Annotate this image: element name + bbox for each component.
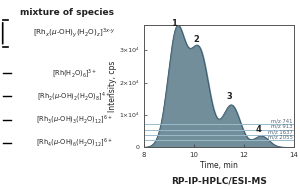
Text: $[\mathrm{Rh_3}(\mu\text{-OH})_3(\mathrm{H_2O})_{12}]^{6+}$: $[\mathrm{Rh_3}(\mu\text{-OH})_3(\mathrm… [36, 113, 112, 126]
Text: RP-IP-HPLC/ESI-MS: RP-IP-HPLC/ESI-MS [171, 176, 267, 185]
Text: 4: 4 [256, 125, 262, 135]
Text: $[\mathrm{Rh}(\mathrm{H_2O})_6]^{3+}$: $[\mathrm{Rh}(\mathrm{H_2O})_6]^{3+}$ [52, 67, 97, 80]
Text: mixture of species: mixture of species [20, 8, 115, 17]
Text: m/z 1637: m/z 1637 [268, 129, 293, 135]
Text: $[\mathrm{Rh}_x(\mu\text{-OH})_y(\mathrm{H_2O})_z]^{3x\text{-}y}$: $[\mathrm{Rh}_x(\mu\text{-OH})_y(\mathrm… [33, 26, 116, 40]
Text: $[\mathrm{Rh_2}(\mu\text{-OH})_2(\mathrm{H_2O})_8]^{4+}$: $[\mathrm{Rh_2}(\mu\text{-OH})_2(\mathrm… [38, 90, 111, 103]
Text: 1: 1 [171, 19, 177, 28]
Text: 3: 3 [226, 91, 232, 101]
Text: m/z 741: m/z 741 [271, 119, 293, 123]
X-axis label: Time, min: Time, min [200, 161, 238, 170]
Y-axis label: Intensity, cps: Intensity, cps [108, 60, 117, 112]
Text: $[\mathrm{Rh_4}(\mu\text{-OH})_6(\mathrm{H_2O})_{12}]^{6+}$: $[\mathrm{Rh_4}(\mu\text{-OH})_6(\mathrm… [36, 137, 112, 149]
Text: m/z 2055: m/z 2055 [268, 135, 293, 140]
Text: 2: 2 [194, 35, 200, 44]
Text: m/z 913: m/z 913 [272, 124, 293, 129]
